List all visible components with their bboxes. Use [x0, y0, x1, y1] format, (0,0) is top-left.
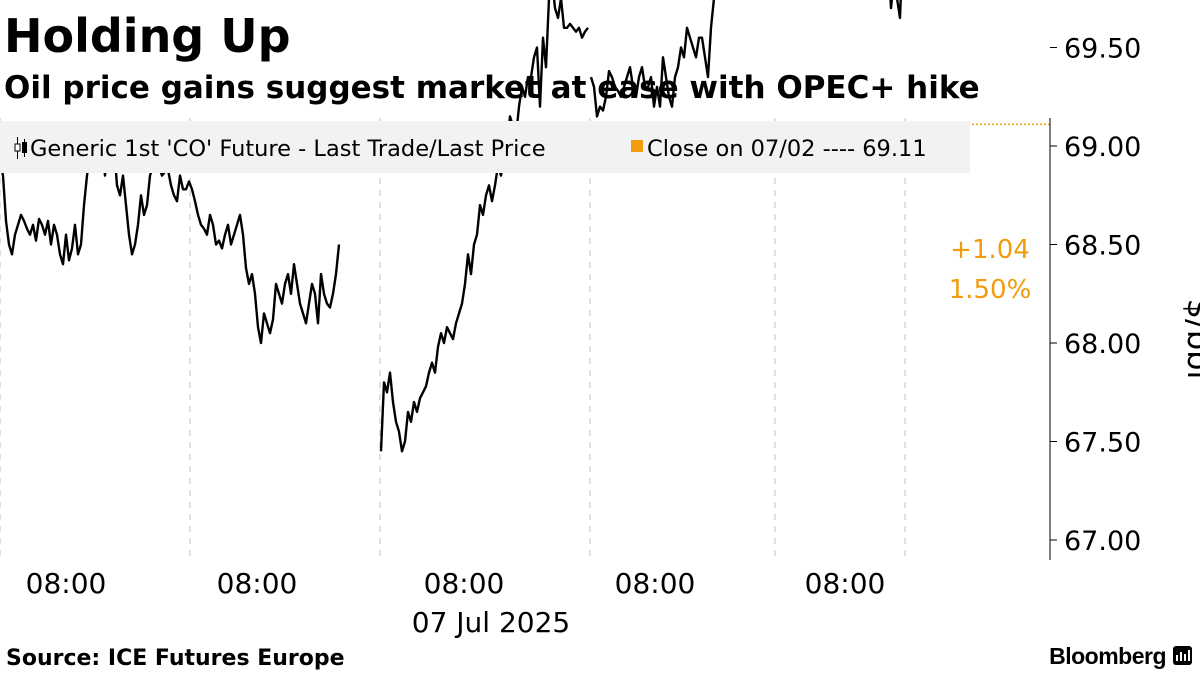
source-note: Source: ICE Futures Europe [6, 646, 345, 671]
orange-square-icon [631, 140, 643, 152]
bloomberg-terminal-icon [1173, 646, 1192, 665]
brand-logo: Bloomberg [1049, 643, 1166, 669]
x-tick-label: 08:00 [424, 567, 505, 600]
x-tick-label: 08:00 [805, 567, 886, 600]
price-series-segment-0 [0, 125, 341, 345]
y-tick-label: 68.00 [1064, 329, 1141, 360]
y-tick-label: 69.50 [1064, 34, 1141, 65]
price-series-segment-2 [589, 0, 902, 118]
legend-background [0, 121, 970, 173]
chart-title: Holding Up [4, 9, 291, 63]
candle-legend-icon [14, 137, 27, 159]
series-layer [0, 0, 902, 453]
close-reference-layer [0, 123, 1050, 126]
y-tick-label: 67.00 [1064, 526, 1141, 557]
x-axis-ticks: 08:00 08:00 08:00 08:00 08:00 [26, 567, 886, 600]
x-tick-label: 08:00 [615, 567, 696, 600]
y-tick-label: 68.50 [1064, 231, 1141, 262]
grid-layer [0, 118, 906, 560]
chart-subtitle: Oil price gains suggest market at ease w… [4, 70, 980, 106]
y-tick-label: 67.50 [1064, 428, 1141, 459]
price-series-segment-1 [379, 0, 589, 453]
legend-label-close: Close on 07/02 ---- 69.11 [647, 136, 927, 162]
y-axis-ticks: 71.0070.5070.0069.5069.0068.5068.0067.50… [1050, 34, 1141, 557]
x-date-label: 07 Jul 2025 [412, 606, 570, 639]
change-annotation: +1.04 [950, 235, 1030, 265]
legend-item-close: Close on 07/02 ---- 69.11 [631, 136, 927, 162]
x-tick-label: 08:00 [26, 567, 107, 600]
y-axis-label: $/bbl [1180, 299, 1200, 380]
price-chart: Generic 1st 'CO' Future - Last Trade/Las… [0, 0, 1200, 639]
change-pct-annotation: 1.50% [949, 275, 1032, 305]
legend-item-price: Generic 1st 'CO' Future - Last Trade/Las… [14, 136, 546, 162]
legend-label-price: Generic 1st 'CO' Future - Last Trade/Las… [30, 136, 546, 162]
y-tick-label: 69.00 [1064, 132, 1141, 163]
x-tick-label: 08:00 [217, 567, 298, 600]
